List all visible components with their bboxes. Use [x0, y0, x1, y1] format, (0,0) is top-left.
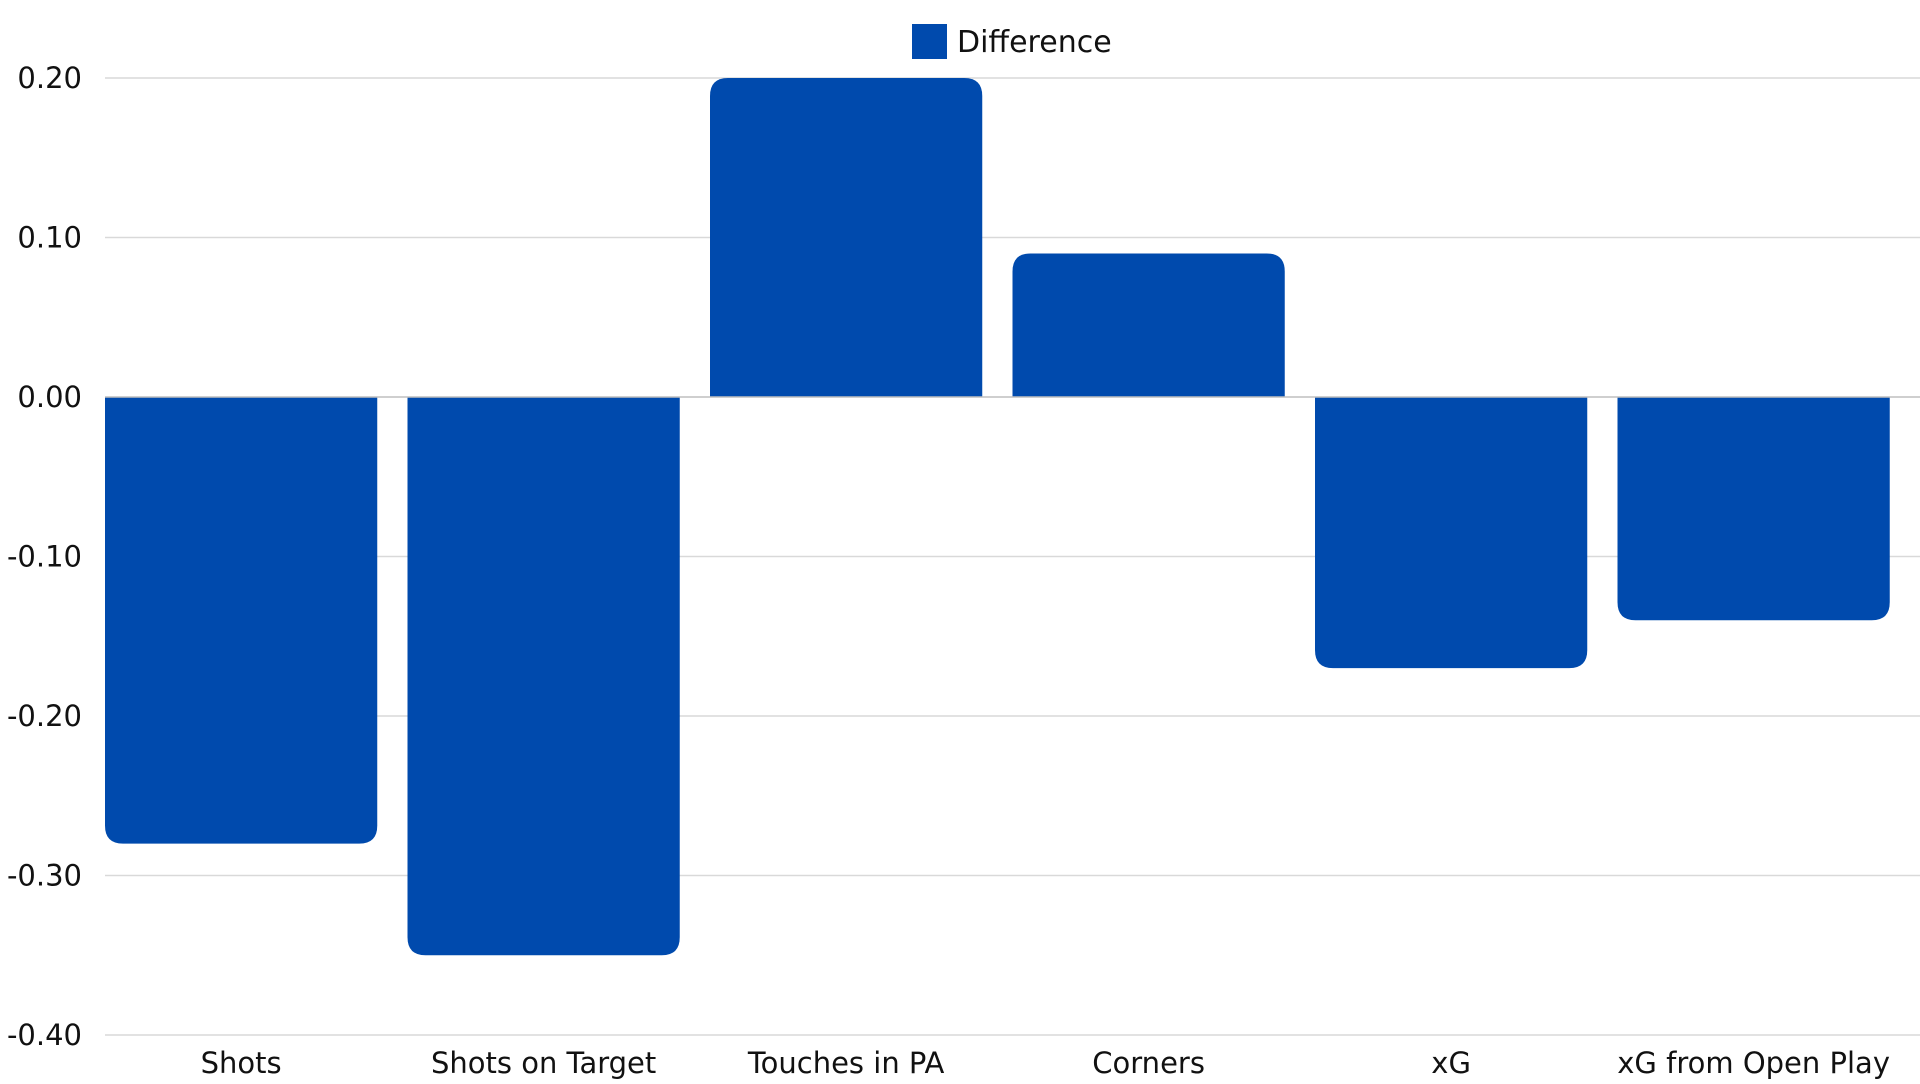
x-tick-label: xG [1431, 1046, 1471, 1080]
x-tick-label: xG from Open Play [1617, 1046, 1890, 1080]
legend-swatch [912, 24, 947, 59]
bar-corners [1012, 253, 1285, 397]
y-tick-label: 0.10 [17, 221, 82, 255]
x-tick-label: Corners [1092, 1046, 1205, 1080]
bar-touches-in-pa [710, 78, 983, 397]
y-tick-label: -0.10 [7, 540, 82, 574]
x-tick-label: Touches in PA [747, 1046, 945, 1080]
legend-label: Difference [957, 25, 1112, 60]
y-axis-tick-labels: 0.20 0.10 0.00 -0.10 -0.20 -0.30 -0.40 [7, 61, 82, 1052]
legend: Difference [912, 24, 1112, 60]
bar-xg-from-open-play [1617, 397, 1890, 621]
y-tick-label: 0.00 [17, 380, 82, 414]
y-tick-label: 0.20 [17, 61, 82, 95]
bar-shots [105, 397, 378, 844]
bar-shots-on-target [407, 397, 680, 956]
x-tick-label: Shots [201, 1046, 282, 1080]
y-tick-label: -0.20 [7, 699, 82, 733]
x-axis-tick-labels: Shots Shots on Target Touches in PA Corners… [201, 1046, 1890, 1080]
x-tick-label: Shots on Target [431, 1046, 656, 1080]
bar-xg [1315, 397, 1588, 669]
y-tick-label: -0.30 [7, 859, 82, 893]
bars [105, 78, 1890, 956]
y-tick-label: -0.40 [7, 1018, 82, 1052]
